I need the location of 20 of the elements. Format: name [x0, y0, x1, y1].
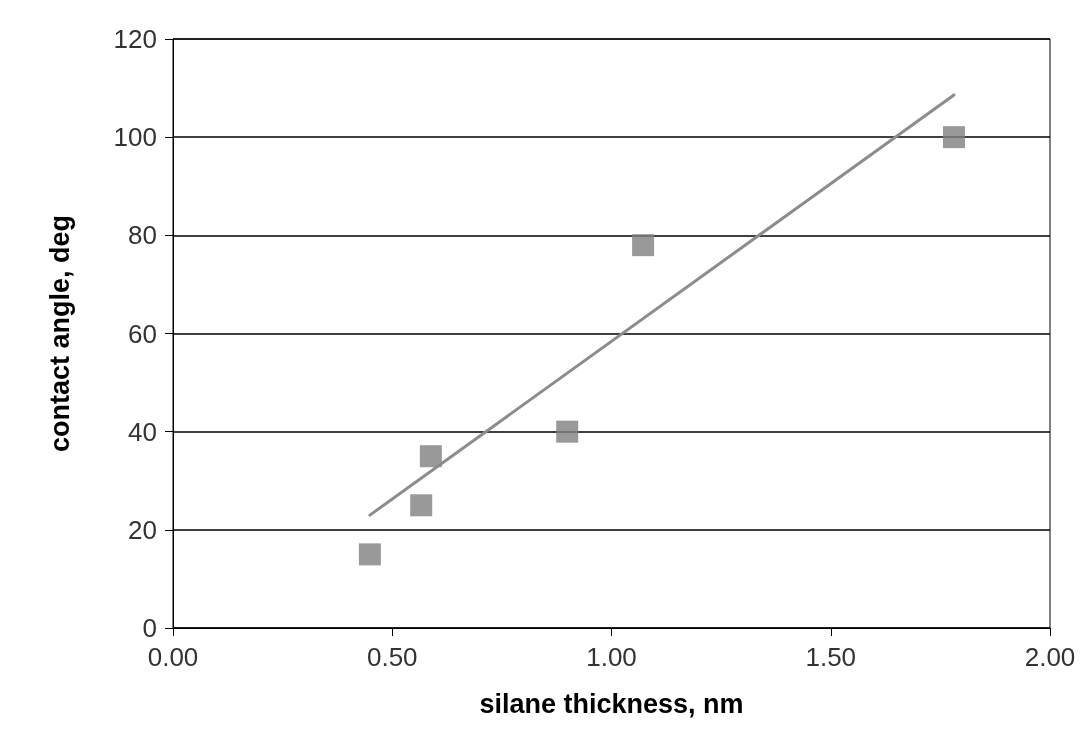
y-tick-label: 120 [113, 24, 157, 54]
point [358, 543, 381, 566]
point [942, 126, 965, 149]
point [410, 494, 433, 517]
x-axis-title: silane thickness, nm [479, 688, 744, 719]
y-tick-label: 0 [142, 613, 157, 643]
x-tick-label: 1.50 [805, 642, 857, 672]
point [419, 445, 442, 468]
y-tick-label: 40 [128, 416, 157, 447]
y-axis-title: contact angle, deg [44, 214, 75, 453]
x-tick-label: 1.00 [586, 642, 637, 672]
x-tick-label: 0.50 [366, 642, 418, 672]
point [632, 234, 655, 257]
x-tick-label: 0.00 [147, 642, 199, 672]
y-tick-label: 60 [128, 318, 157, 349]
y-tick-label: 100 [113, 122, 157, 153]
x-tick-label: 2.00 [1024, 642, 1076, 672]
point [556, 420, 579, 443]
y-tick-label: 80 [128, 220, 157, 251]
y-tick-label: 20 [128, 514, 157, 545]
